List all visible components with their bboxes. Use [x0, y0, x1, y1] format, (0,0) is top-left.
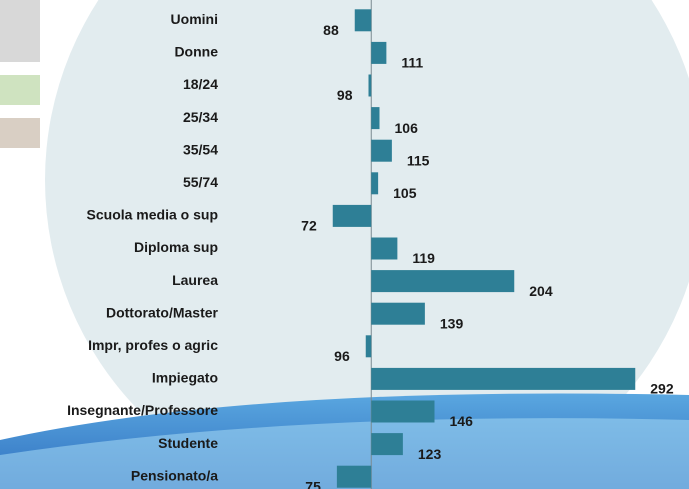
category-label: Impiegato — [152, 370, 218, 386]
category-label: Diploma sup — [134, 239, 218, 255]
category-label: Studente — [158, 435, 218, 451]
value-label: 292 — [650, 381, 674, 397]
value-label: 96 — [334, 348, 350, 364]
bar — [371, 237, 398, 260]
category-label: Insegnante/Professore — [67, 402, 218, 418]
value-label: 123 — [418, 446, 442, 462]
category-label: Uomini — [171, 11, 218, 27]
background-circle — [45, 0, 689, 489]
value-label: 98 — [337, 87, 353, 103]
thumbnail — [0, 75, 40, 105]
value-label: 105 — [393, 185, 417, 201]
bar — [368, 74, 372, 97]
value-label: 146 — [450, 413, 474, 429]
value-label: 75 — [305, 478, 321, 489]
value-label: 115 — [407, 152, 430, 168]
bar — [371, 41, 387, 64]
background-wave-light — [0, 418, 689, 489]
category-label: Dottorato/Master — [106, 304, 219, 320]
value-label: 204 — [529, 283, 553, 299]
value-label: 88 — [323, 22, 339, 38]
category-label: 35/54 — [183, 141, 218, 157]
bar — [371, 270, 515, 293]
category-label: Scuola media o sup — [87, 207, 218, 223]
bar — [371, 139, 392, 162]
bar — [371, 367, 636, 390]
category-label: Impr, profes o agric — [88, 337, 218, 353]
bar — [365, 335, 372, 358]
value-label: 111 — [401, 55, 423, 71]
category-label: Donne — [174, 44, 218, 60]
bar — [354, 9, 372, 32]
plot: Uomini 88 Donne 111 18/24 98 25/34 106 35/54 115 5… — [67, 0, 674, 489]
bar — [371, 433, 403, 456]
bar — [332, 204, 372, 227]
value-label: 139 — [440, 315, 464, 331]
bar — [371, 302, 425, 325]
value-label: 119 — [412, 250, 435, 266]
bar — [371, 400, 435, 423]
category-label: 18/24 — [183, 76, 218, 92]
category-label: Pensionato/a — [131, 467, 218, 483]
category-label: 55/74 — [183, 174, 218, 190]
thumbnail — [0, 0, 40, 62]
value-label: 106 — [395, 120, 419, 136]
bar — [336, 465, 372, 488]
bar — [371, 107, 380, 130]
value-label: 72 — [301, 218, 317, 234]
category-label: 25/34 — [183, 109, 218, 125]
category-label: Laurea — [172, 272, 218, 288]
thumbnail — [0, 118, 40, 148]
bar — [371, 172, 379, 195]
